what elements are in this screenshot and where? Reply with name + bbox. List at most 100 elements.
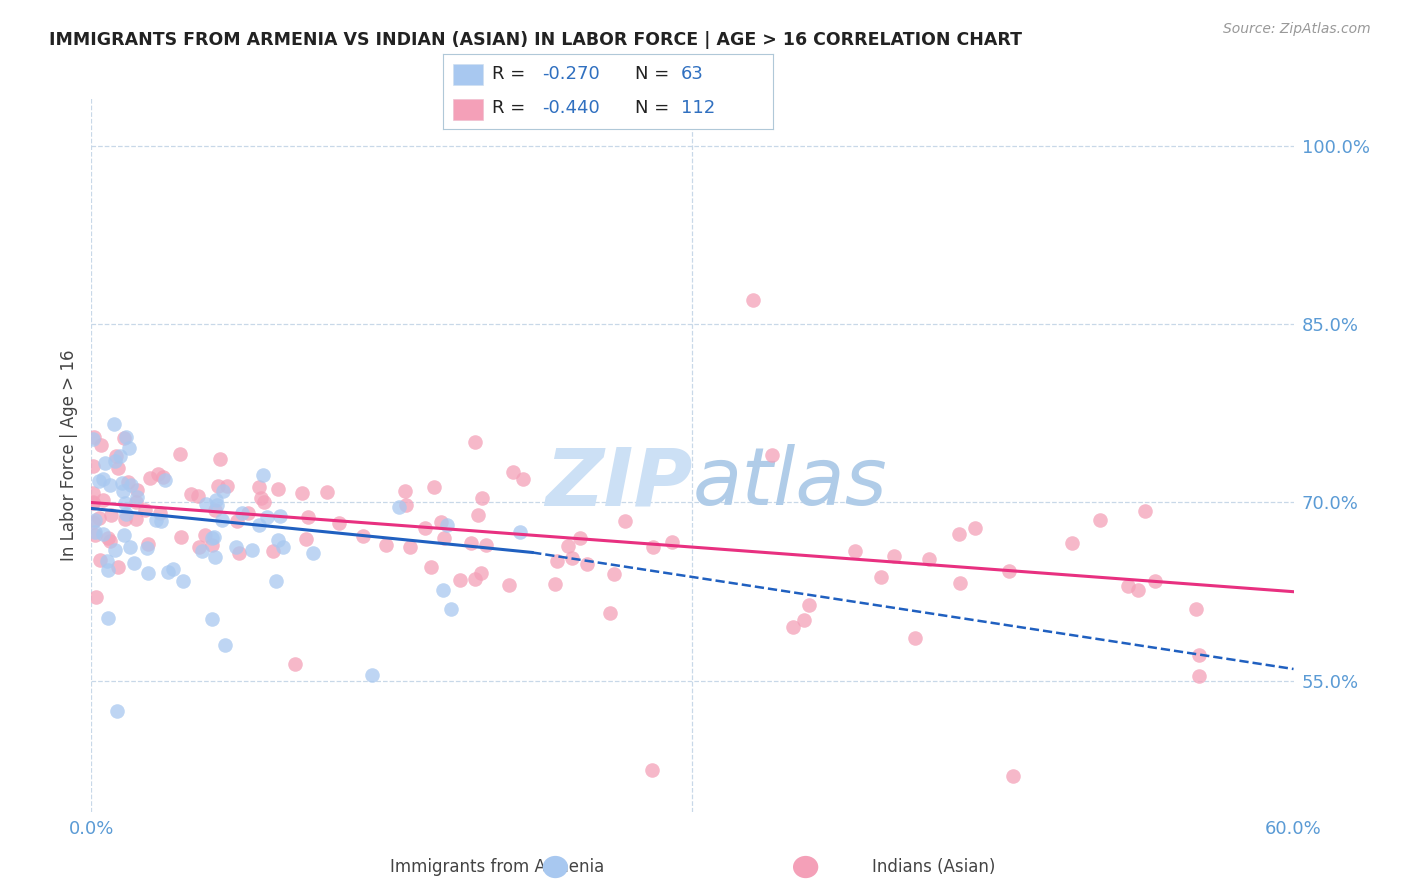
Point <box>204 502 226 516</box>
Point <box>256 510 278 524</box>
Point <box>188 540 211 554</box>
Point <box>576 557 599 571</box>
Text: N =: N = <box>634 99 675 117</box>
Point <box>115 429 138 443</box>
Point <box>110 449 132 463</box>
Point <box>295 533 318 547</box>
Point <box>215 479 238 493</box>
Point <box>82 486 104 500</box>
Point <box>374 538 396 552</box>
Point <box>464 434 486 449</box>
Point <box>395 499 418 513</box>
Point <box>136 537 159 551</box>
Point <box>148 467 170 481</box>
Point <box>187 489 209 503</box>
Point <box>207 479 229 493</box>
Point <box>120 540 142 554</box>
Point <box>112 528 135 542</box>
Point <box>948 576 970 591</box>
Point <box>117 441 139 455</box>
Point <box>225 541 247 555</box>
Bar <box>453 99 482 120</box>
Point <box>512 473 534 487</box>
Point <box>266 533 288 548</box>
Point <box>202 530 225 544</box>
Point <box>509 525 531 540</box>
Point <box>162 562 184 576</box>
Point <box>782 620 804 634</box>
Point <box>546 553 568 567</box>
Point <box>430 515 453 529</box>
Point <box>1188 648 1211 662</box>
Point <box>316 485 339 500</box>
Point <box>544 577 567 591</box>
Point <box>107 559 129 574</box>
Text: atlas: atlas <box>692 444 887 523</box>
Point <box>191 543 214 558</box>
Point <box>797 598 820 612</box>
Point <box>194 528 217 542</box>
Point <box>201 612 224 626</box>
Point <box>205 493 228 508</box>
Point <box>420 560 443 574</box>
Bar <box>453 64 482 86</box>
Point <box>328 516 350 531</box>
Point <box>291 486 314 500</box>
Text: -0.440: -0.440 <box>543 99 600 117</box>
Point <box>470 566 492 581</box>
Point <box>84 528 107 542</box>
Point <box>103 417 125 432</box>
Point <box>138 566 160 581</box>
Point <box>423 480 446 494</box>
Point <box>125 512 148 526</box>
Point <box>115 507 138 521</box>
Point <box>1088 512 1111 526</box>
Point <box>240 542 263 557</box>
Point <box>262 544 284 558</box>
Point <box>870 570 893 584</box>
Point <box>252 467 274 482</box>
Point <box>200 531 222 545</box>
Point <box>247 517 270 532</box>
Point <box>918 552 941 566</box>
Point <box>212 484 235 499</box>
Point <box>214 638 236 652</box>
Point <box>557 539 579 553</box>
Point <box>97 532 120 546</box>
Point <box>180 487 202 501</box>
Point <box>111 484 134 499</box>
Point <box>1188 669 1211 683</box>
Point <box>398 540 420 554</box>
Point <box>264 574 287 589</box>
Point <box>104 542 127 557</box>
Point <box>82 433 104 447</box>
Point <box>82 458 104 473</box>
Point <box>793 613 815 627</box>
Point <box>269 509 291 524</box>
Point <box>82 515 104 529</box>
Point <box>1060 536 1083 550</box>
Point <box>449 573 471 587</box>
Point <box>122 556 145 570</box>
Point <box>467 508 489 522</box>
Point <box>247 479 270 493</box>
Point <box>153 473 176 487</box>
Point <box>1118 579 1140 593</box>
Point <box>110 476 132 491</box>
Point <box>603 566 626 581</box>
Point <box>120 478 142 492</box>
Point <box>225 514 247 528</box>
Point <box>205 498 228 512</box>
Point <box>440 601 463 615</box>
Point <box>117 475 139 489</box>
Point <box>302 546 325 560</box>
Point <box>998 564 1021 578</box>
Point <box>87 510 110 524</box>
Point <box>502 465 524 479</box>
Point <box>883 549 905 563</box>
Point <box>948 526 970 541</box>
Point <box>82 496 104 510</box>
Point <box>107 460 129 475</box>
Point <box>134 503 156 517</box>
Point <box>127 491 149 505</box>
